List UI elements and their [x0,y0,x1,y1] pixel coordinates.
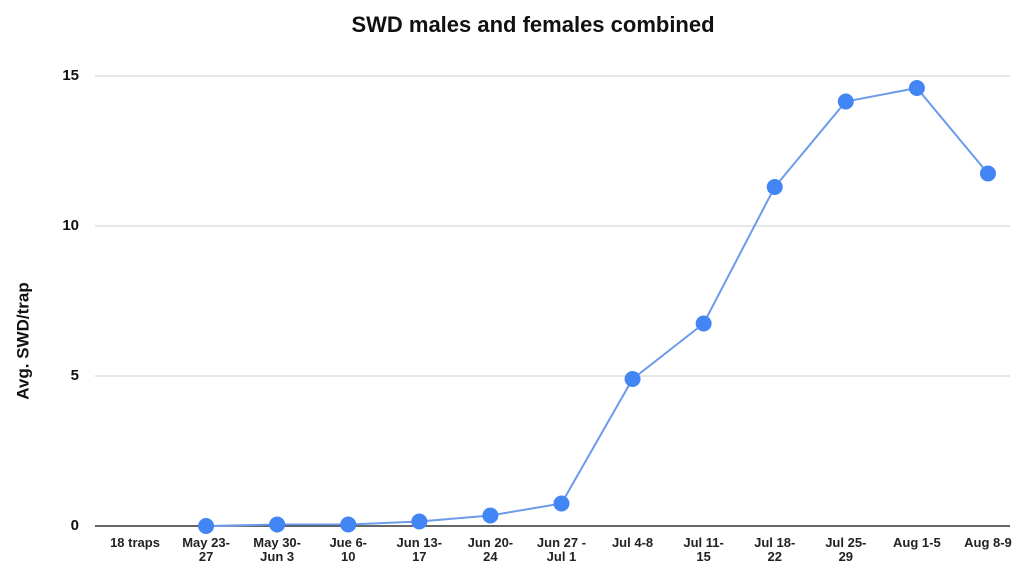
x-tick-label: Jul 4-8 [611,535,654,550]
x-tick-label: Jun 20-24 [467,535,514,564]
point [979,165,996,182]
x-tick-label: Jun 13-17 [396,535,443,564]
x-tick-label: May 30- Jun 3 [253,535,301,564]
x-tick-label: Aug 8-9 [964,535,1012,550]
x-tick-label: Jul 18-22 [754,535,796,564]
y-tick-label: 15 [62,67,79,84]
point [624,371,641,387]
y-axis-label: Avg. SWD/trap [13,282,32,399]
x-tick-label: Aug 1-5 [893,535,941,550]
x-tick-label: Jul 11-15 [683,535,724,564]
chart-title: SWD males and females combined [351,12,714,37]
point [198,518,215,534]
y-tick-label: 10 [62,217,79,234]
x-tick-label: Jue 6-10 [329,535,368,564]
point [908,80,925,96]
y-tick-label: 0 [71,517,79,534]
x-tick-label: Jul 25-29 [825,535,867,564]
series-line [206,86,989,527]
point [340,516,357,533]
point [269,516,286,533]
point [837,93,854,110]
point [482,507,499,524]
point [411,513,428,530]
point [695,315,712,332]
point [553,495,570,512]
y-tick-label: 5 [71,367,79,384]
point [766,179,783,195]
x-tick-label: May 23-27 [182,535,230,564]
x-tick-label: 18 traps [110,535,160,550]
x-tick-label: Jun 27 - Jul 1 [536,535,587,564]
